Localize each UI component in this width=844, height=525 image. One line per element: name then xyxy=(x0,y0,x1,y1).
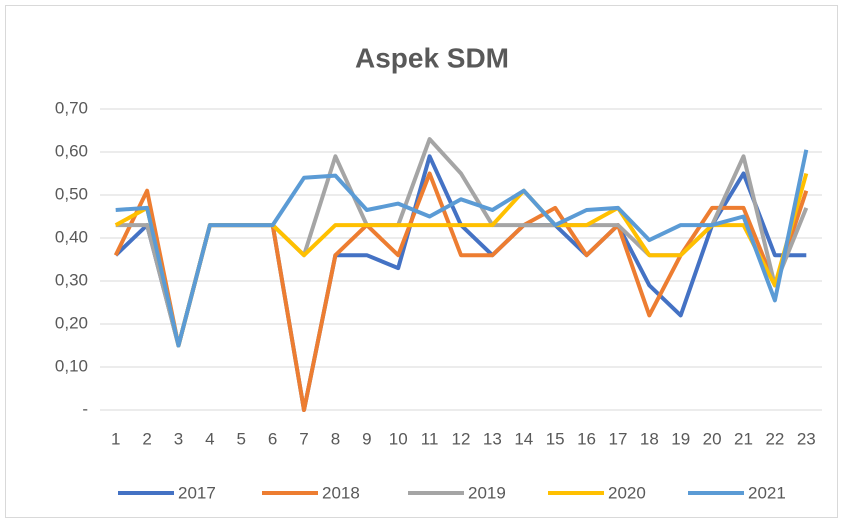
x-tick-label: 2 xyxy=(142,429,151,448)
y-tick-label: 0,20 xyxy=(55,313,88,332)
y-tick-label: 0,30 xyxy=(55,270,88,289)
x-tick-label: 22 xyxy=(765,429,784,448)
x-tick-label: 4 xyxy=(205,429,214,448)
x-tick-label: 21 xyxy=(734,429,753,448)
legend-label: 2018 xyxy=(322,483,360,502)
legend-label: 2021 xyxy=(748,483,786,502)
x-tick-label: 19 xyxy=(671,429,690,448)
x-tick-label: 1 xyxy=(111,429,120,448)
x-tick-label: 14 xyxy=(514,429,533,448)
legend-label: 2020 xyxy=(608,483,646,502)
legend-label: 2017 xyxy=(178,483,216,502)
x-tick-label: 3 xyxy=(174,429,183,448)
x-tick-label: 23 xyxy=(797,429,816,448)
chart-title: Aspek SDM xyxy=(355,42,509,73)
x-tick-label: 17 xyxy=(608,429,627,448)
x-tick-label: 6 xyxy=(268,429,277,448)
x-tick-label: 20 xyxy=(703,429,722,448)
x-tick-label: 10 xyxy=(389,429,408,448)
y-tick-label: 0,50 xyxy=(55,184,88,203)
y-tick-label: - xyxy=(82,399,88,418)
y-tick-label: 0,10 xyxy=(55,356,88,375)
x-tick-label: 12 xyxy=(452,429,471,448)
x-tick-label: 18 xyxy=(640,429,659,448)
x-tick-label: 15 xyxy=(546,429,565,448)
y-tick-label: 0,60 xyxy=(55,141,88,160)
series-line xyxy=(115,149,809,348)
x-tick-label: 7 xyxy=(299,429,308,448)
x-tick-label: 13 xyxy=(483,429,502,448)
legend-label: 2019 xyxy=(468,483,506,502)
x-tick-label: 11 xyxy=(421,429,439,448)
y-tick-label: 0,40 xyxy=(55,227,88,246)
x-tick-label: 8 xyxy=(331,429,340,448)
x-tick-label: 16 xyxy=(577,429,596,448)
y-tick-label: 0,70 xyxy=(55,98,88,117)
x-tick-label: 9 xyxy=(362,429,371,448)
x-tick-label: 5 xyxy=(237,429,246,448)
